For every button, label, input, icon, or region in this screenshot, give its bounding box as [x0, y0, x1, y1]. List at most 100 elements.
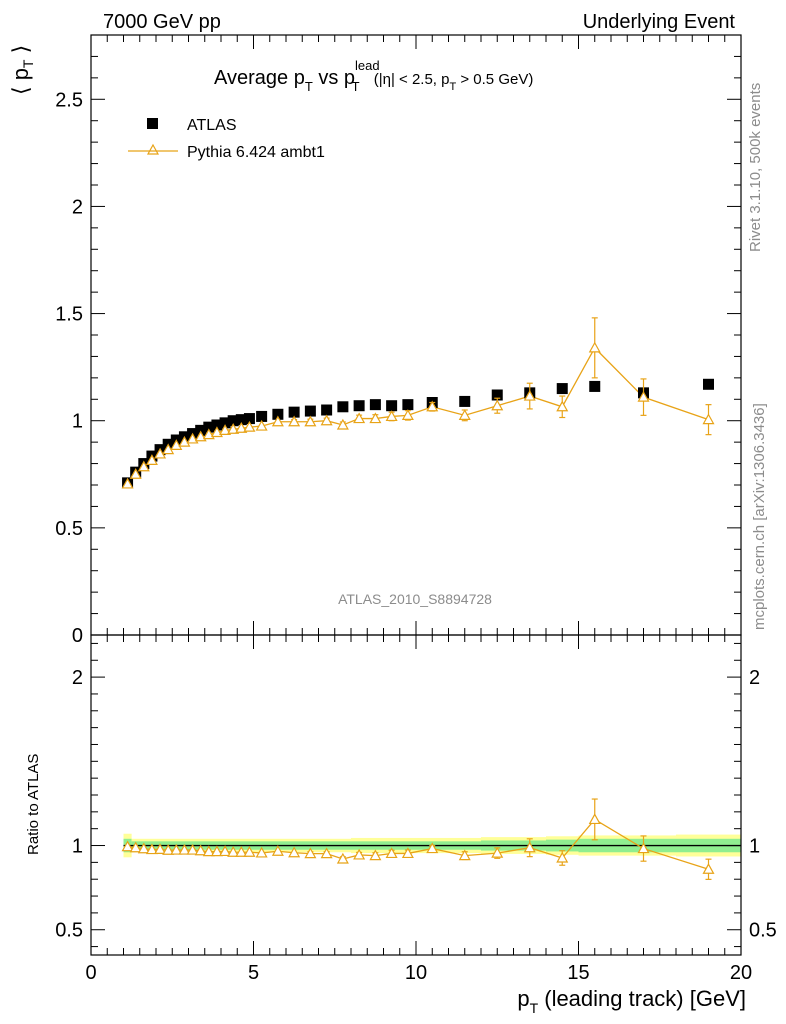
legend-atlas-label: ATLAS	[187, 117, 237, 134]
atlas-point	[256, 410, 268, 422]
ratio-mc-point	[288, 846, 301, 858]
ratio-mc-point	[369, 849, 382, 861]
ratio-mc-point	[320, 847, 333, 859]
ratio-mc-point	[458, 849, 471, 861]
mc-point	[288, 415, 301, 427]
ratio-plot-frame	[90, 634, 742, 956]
mc-point	[137, 460, 150, 472]
atlas-point	[491, 389, 503, 401]
main-ytick-label: 1	[72, 411, 83, 433]
ratio-mc-point	[178, 843, 191, 855]
mc-point	[385, 410, 398, 422]
ratio-ylabel: Ratio to ATLAS	[25, 754, 42, 855]
mc-point	[235, 421, 248, 433]
ratio-mc-point	[154, 843, 167, 855]
mc-point	[227, 423, 240, 434]
mc-point	[523, 389, 536, 401]
atlas-point	[353, 400, 365, 412]
ratio-mc-point	[219, 845, 232, 857]
atlas-point	[243, 413, 255, 425]
mc-point	[369, 412, 382, 424]
main-ytick-label: 0.5	[55, 518, 83, 540]
ratio-mc-point	[556, 851, 569, 863]
mc-point	[271, 415, 284, 427]
ratio-ytick-label-left: 0.5	[55, 920, 83, 942]
ratio-ytick-label-left: 1	[72, 836, 83, 858]
header-right: Underlying Event	[583, 11, 736, 33]
ratio-mc-point	[170, 843, 183, 855]
ratio-mc-point	[210, 845, 223, 857]
ratio-mc-point	[235, 846, 248, 857]
main-axis-ticks: 0.5 1 1.5 2 2.5 0	[55, 34, 742, 647]
ratio-mc-point	[336, 852, 349, 864]
mc-point	[154, 447, 167, 459]
ratio-xtick-label: 0	[85, 962, 96, 984]
ratio-mc-point	[353, 848, 366, 860]
ratio-mc-point	[255, 846, 268, 858]
ratio-ytick-label-left: 2	[72, 667, 83, 689]
atlas-point	[235, 414, 247, 426]
mc-series-line	[127, 346, 709, 485]
main-ytick-label: 1.5	[55, 304, 83, 326]
ratio-axis-ticks: 0 5 10 15 20 0.5 0.5 1 1 2 2	[55, 635, 777, 984]
atlas-point	[703, 378, 714, 390]
mc-point	[556, 400, 569, 412]
atlas-point	[369, 399, 381, 411]
mc-point	[336, 418, 349, 430]
ratio-mc-point	[121, 840, 134, 852]
legend-mc-label: Pythia 6.424 ambt1	[187, 144, 325, 161]
atlas-point	[321, 404, 333, 416]
atlas-point	[288, 406, 300, 418]
header-left: 7000 GeV pp	[103, 11, 221, 33]
main-ylabel: ⟨ pT ⟩	[8, 45, 36, 95]
ratio-xlabel: pT (leading track) [GeV]	[517, 986, 746, 1016]
ratio-mc-point	[304, 847, 317, 859]
main-data-layer	[121, 317, 715, 489]
mc-point	[320, 414, 333, 426]
mc-point	[491, 399, 504, 411]
main-ytick-label: 2	[72, 196, 83, 218]
ratio-mc-point	[162, 844, 175, 855]
main-ytick-label: 2.5	[55, 89, 83, 111]
mcplots-label: mcplots.cern.ch [arXiv:1306.3436]	[751, 403, 768, 630]
mc-point	[426, 400, 439, 412]
ratio-mc-point	[401, 847, 414, 859]
mc-point	[170, 439, 183, 450]
ratio-data-layer	[121, 798, 715, 880]
ratio-mc-point	[227, 846, 240, 857]
ratio-mc-point	[202, 845, 215, 857]
ratio-xtick-label: 10	[405, 962, 427, 984]
ratio-mc-point	[426, 842, 439, 854]
mc-point	[145, 454, 158, 465]
ratio-mc-line	[127, 818, 709, 870]
ratio-xtick-label: 5	[248, 962, 259, 984]
legend-mc-marker	[146, 143, 160, 155]
ratio-mc-point	[137, 842, 150, 854]
ratio-mc-point	[271, 845, 284, 856]
legend-atlas-marker	[147, 118, 158, 129]
ratio-xtick-label: 20	[730, 962, 752, 984]
ratio-ytick-label-right: 1	[749, 836, 760, 858]
mc-point	[178, 435, 191, 447]
ratio-mc-point	[385, 847, 398, 859]
atlas-point	[459, 395, 471, 407]
ratio-mc-point	[145, 843, 158, 855]
atlas-point	[589, 380, 601, 392]
rivet-label: Rivet 3.1.10, 500k events	[747, 83, 764, 252]
atlas-point	[219, 417, 231, 429]
ratio-mc-point	[194, 844, 207, 856]
ratio-band-layer	[123, 833, 741, 858]
mc-point	[637, 390, 650, 402]
mc-point	[219, 424, 232, 435]
mc-point	[353, 412, 366, 424]
ratio-mc-point	[491, 846, 504, 858]
mc-point	[304, 415, 317, 427]
atlas-point	[195, 424, 207, 436]
mc-point	[255, 419, 268, 431]
ratio-mc-point	[129, 841, 142, 853]
ratio-mc-point	[637, 842, 650, 854]
mc-point	[702, 413, 715, 425]
atlas-point	[272, 408, 284, 420]
atlas-point	[211, 419, 223, 431]
mc-point	[243, 420, 256, 432]
